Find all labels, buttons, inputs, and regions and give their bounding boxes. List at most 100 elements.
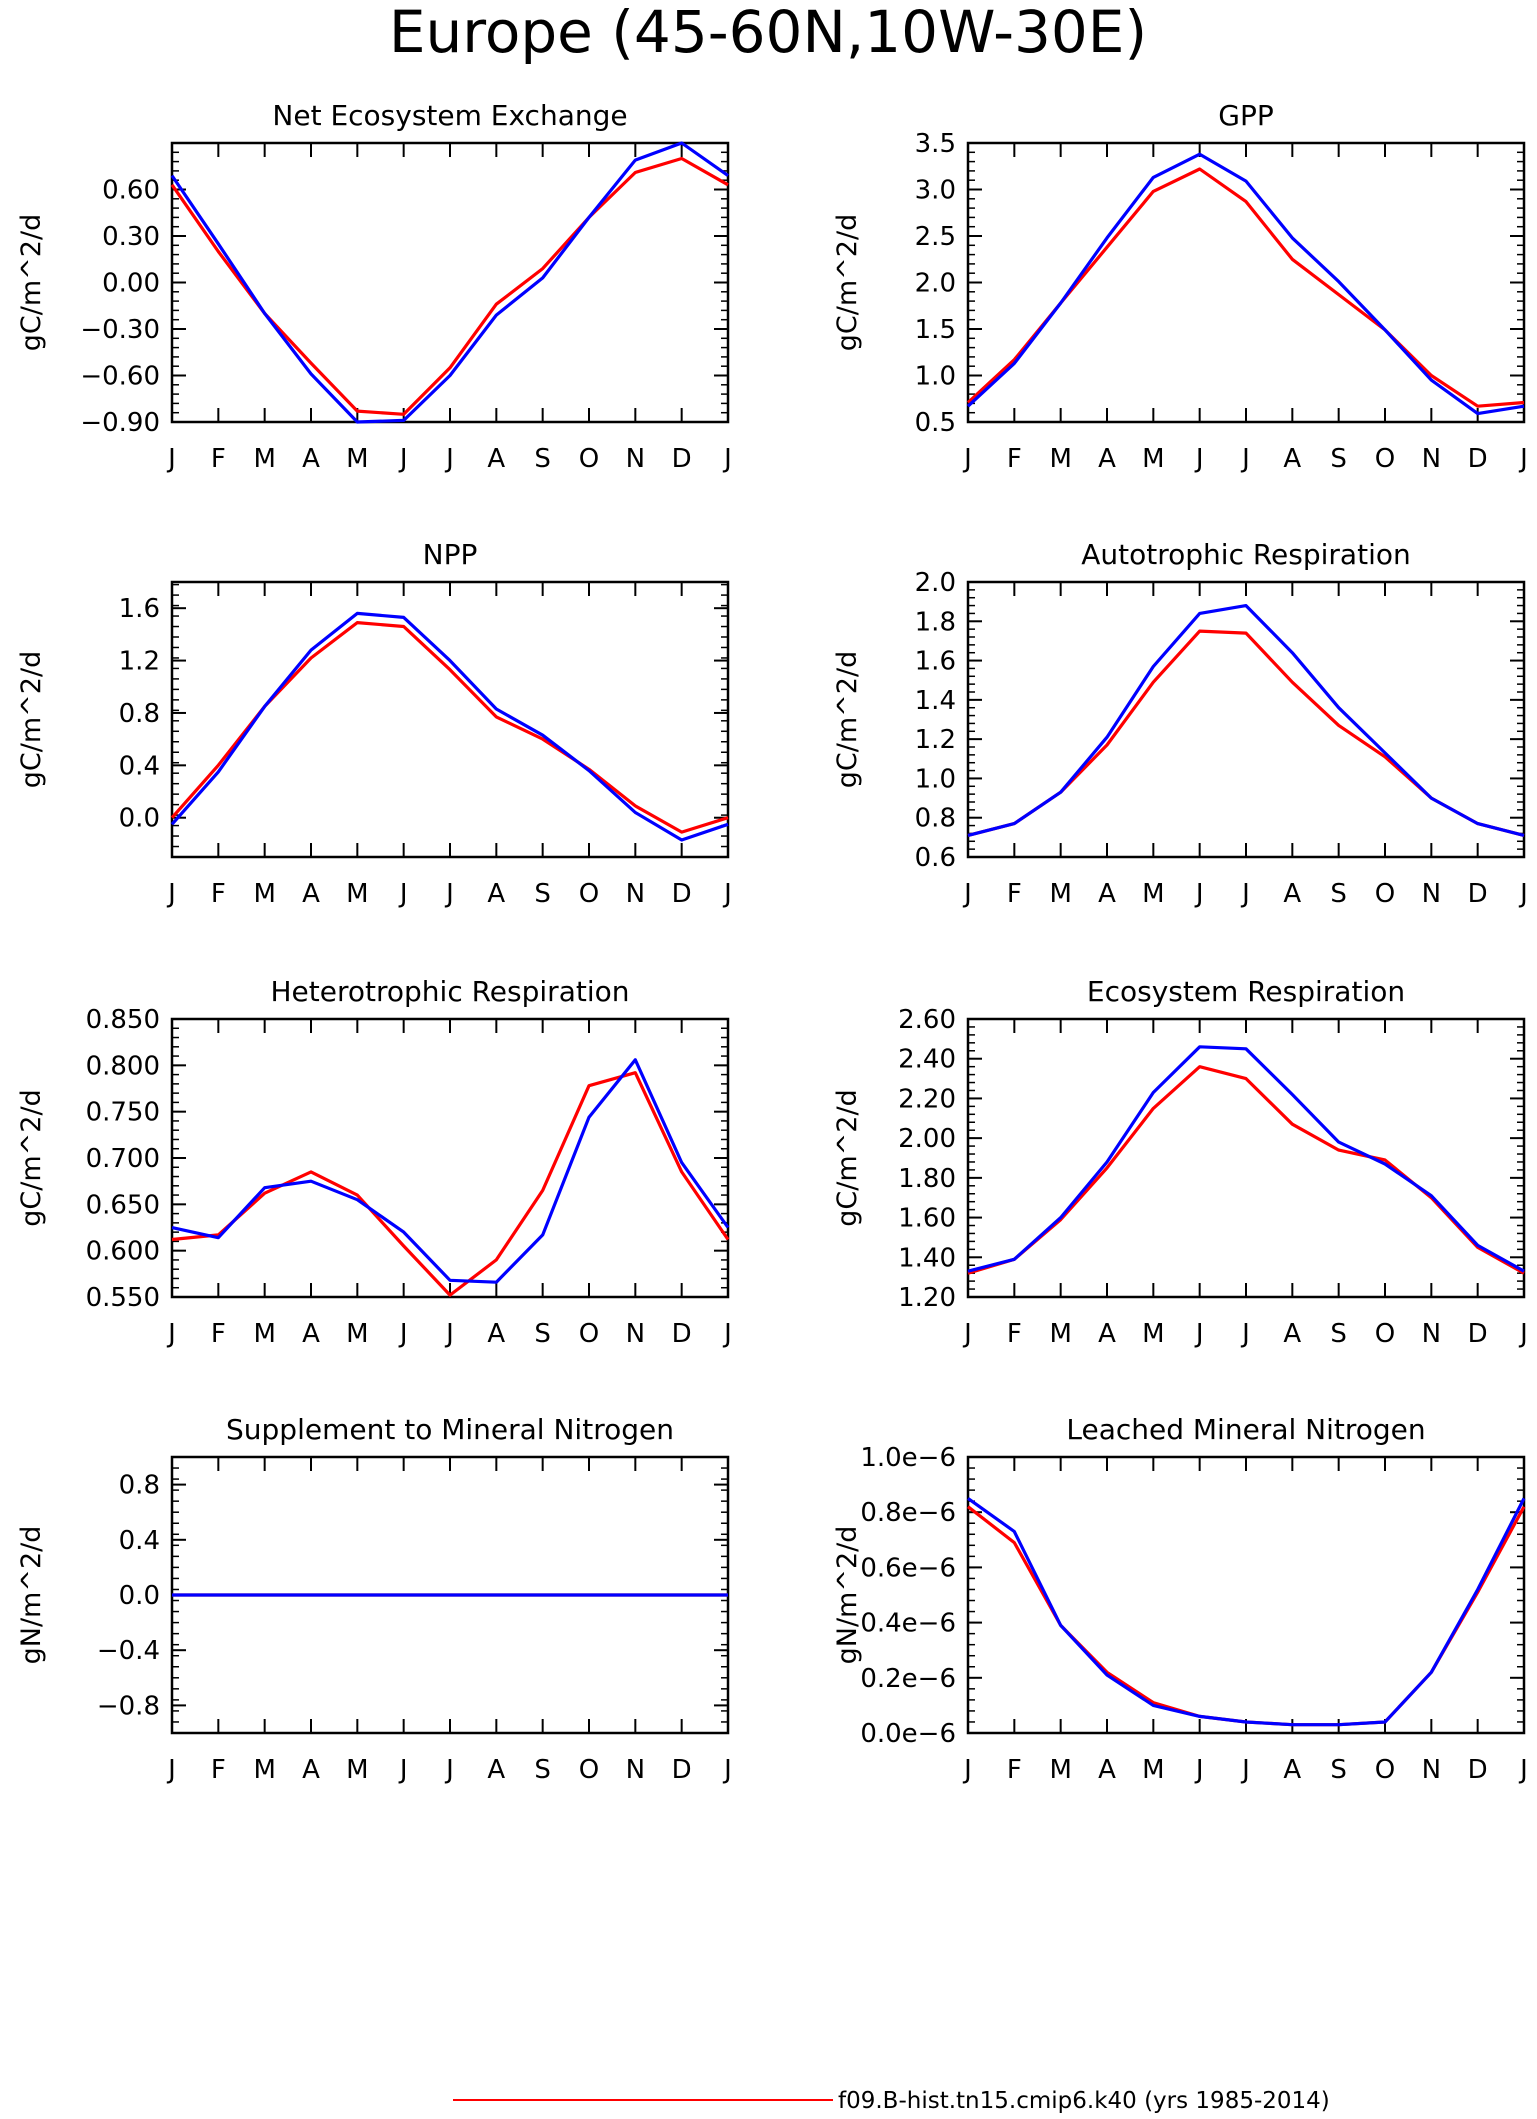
x-tick-label: A: [1098, 444, 1116, 474]
y-tick-label: 0.8: [119, 1471, 160, 1501]
x-tick-label: J: [1240, 1755, 1250, 1785]
legend-label: f09.B-hist.tn15.cmip6.k40 (yrs 1985-2014…: [838, 2088, 1330, 2114]
y-tick-label: −0.8: [97, 1691, 160, 1721]
panel-net-ecosystem-exchange: Net Ecosystem Exchange −0.90 −0.60 −0.30 0.0…: [16, 99, 732, 474]
x-tick-label: M: [346, 444, 368, 474]
x-tick-label: O: [1375, 1755, 1395, 1785]
y-tick-label: 0.0: [119, 804, 160, 834]
x-tick-label: J: [1240, 1319, 1250, 1349]
y-tick-label: 0.650: [86, 1190, 160, 1220]
plot-frame: [966, 1017, 1526, 1299]
x-tick-label: A: [1098, 879, 1116, 909]
y-tick-label: 2.60: [898, 1005, 956, 1035]
x-tick-label: S: [534, 444, 551, 474]
y-tick-label: 2.40: [898, 1045, 956, 1075]
x-tick-label: F: [1007, 1755, 1022, 1785]
x-tick-label: F: [211, 879, 226, 909]
x-tick-label: M: [253, 1755, 275, 1785]
x-tick-label: N: [626, 444, 645, 474]
x-tick-label: J: [722, 444, 732, 474]
y-tick-label: 0.750: [86, 1098, 160, 1128]
x-tick-label: J: [1518, 444, 1528, 474]
panel-title: Net Ecosystem Exchange: [272, 99, 627, 132]
x-tick-label: A: [302, 444, 320, 474]
y-tick-label: 0.8e−6: [860, 1498, 956, 1528]
y-tick-label: 3.0: [915, 176, 956, 206]
x-tick-label: J: [962, 1755, 972, 1785]
y-tick-label: 2.00: [898, 1124, 956, 1154]
x-tick-label: A: [1283, 444, 1301, 474]
panel-title: Autotrophic Respiration: [1081, 538, 1410, 571]
x-tick-label: J: [1194, 1319, 1204, 1349]
x-tick-label: M: [1049, 1319, 1071, 1349]
panel-heterotrophic-respiration: Heterotrophic Respiration 0.550 0.600 0.650…: [16, 975, 732, 1349]
x-tick-label: J: [398, 1319, 408, 1349]
x-tick-label: J: [962, 879, 972, 909]
panel-ecosystem-respiration: Ecosystem Respiration 1.20 1.40 1.60 1.80 2.0…: [832, 975, 1528, 1349]
y-tick-label: 0.30: [102, 222, 160, 252]
x-tick-label: D: [672, 444, 692, 474]
y-tick-label: 2.0: [915, 568, 956, 598]
series-line-blue: [170, 141, 729, 424]
x-tick-label: J: [1518, 1319, 1528, 1349]
x-tick-label: F: [1007, 1319, 1022, 1349]
y-tick-label: −0.90: [80, 408, 160, 438]
x-tick-label: M: [1049, 1755, 1071, 1785]
y-tick-label: 0.4: [119, 751, 160, 781]
y-axis-label: gC/m^2/d: [16, 214, 47, 351]
panel-title: Heterotrophic Respiration: [271, 975, 630, 1008]
x-tick-label: F: [211, 1755, 226, 1785]
x-tick-label: S: [534, 1319, 551, 1349]
panel-title: Ecosystem Respiration: [1087, 975, 1405, 1008]
series-line-blue: [967, 1045, 1525, 1273]
y-tick-label: 3.5: [915, 129, 956, 159]
x-tick-label: O: [1375, 444, 1395, 474]
panel-supplement-to-mineral-nitrogen: Supplement to Mineral Nitrogen −0.8 −0.4 0.…: [16, 1413, 732, 1785]
x-tick-label: J: [444, 1319, 454, 1349]
x-tick-label: J: [962, 1319, 972, 1349]
plot-frame: [170, 141, 730, 424]
panel-title: GPP: [1218, 99, 1273, 132]
x-tick-label: A: [487, 444, 505, 474]
x-tick-label: J: [722, 879, 732, 909]
x-tick-label: J: [722, 1319, 732, 1349]
x-tick-label: M: [1142, 1755, 1164, 1785]
x-tick-label: N: [626, 1319, 645, 1349]
y-tick-label: −0.60: [80, 362, 160, 392]
y-axis-label: gC/m^2/d: [16, 651, 47, 788]
x-tick-label: S: [534, 1755, 551, 1785]
x-tick-label: D: [1468, 444, 1488, 474]
panel-title: NPP: [423, 538, 478, 571]
plot-frame: [170, 1017, 730, 1299]
x-tick-label: A: [1283, 1319, 1301, 1349]
x-tick-label: M: [253, 444, 275, 474]
x-tick-label: M: [253, 1319, 275, 1349]
x-tick-label: N: [1422, 1319, 1441, 1349]
y-tick-label: 0.60: [102, 176, 160, 206]
x-tick-label: A: [302, 879, 320, 909]
y-axis-label: gN/m^2/d: [16, 1526, 47, 1665]
y-tick-label: 0.0e−6: [860, 1719, 956, 1749]
y-tick-label: 1.5: [915, 315, 956, 345]
x-tick-label: S: [1330, 1755, 1347, 1785]
y-tick-label: 2.0: [915, 269, 956, 299]
x-tick-label: N: [626, 1755, 645, 1785]
x-tick-label: M: [1142, 1319, 1164, 1349]
y-tick-label: 1.4: [915, 686, 956, 716]
series-line-blue: [967, 603, 1525, 837]
plot-frame: [966, 1455, 1526, 1735]
y-axis-label: gC/m^2/d: [832, 214, 863, 351]
x-tick-label: O: [579, 444, 599, 474]
x-tick-label: M: [346, 879, 368, 909]
panel-autotrophic-respiration: Autotrophic Respiration 0.6 0.8 1.0 1.2 1.4 1.…: [832, 538, 1528, 909]
x-tick-label: N: [1422, 879, 1441, 909]
x-tick-label: S: [1330, 1319, 1347, 1349]
y-tick-label: 1.8: [915, 607, 956, 637]
x-tick-label: J: [398, 444, 408, 474]
x-tick-label: S: [1330, 879, 1347, 909]
x-tick-label: M: [253, 879, 275, 909]
y-tick-label: 0.2e−6: [860, 1664, 956, 1694]
y-tick-label: 1.2: [915, 725, 956, 755]
x-tick-label: M: [346, 1319, 368, 1349]
